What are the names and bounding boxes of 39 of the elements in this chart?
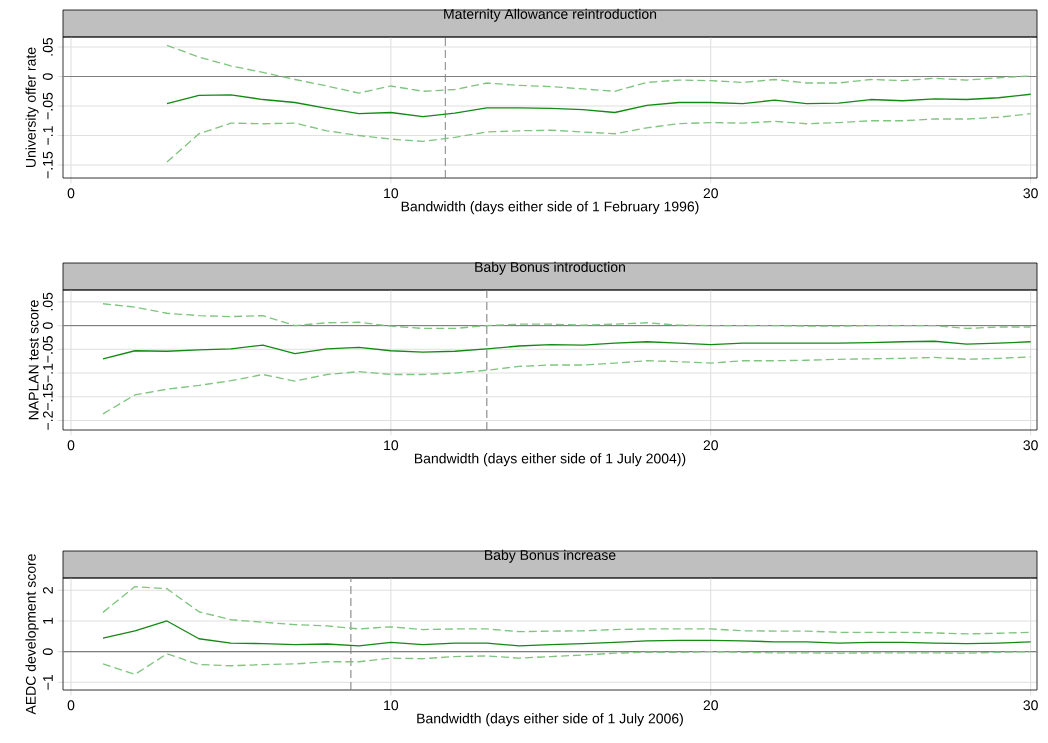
x-tick-label: 10: [384, 440, 399, 451]
chart-title: Baby Bonus increase: [485, 549, 616, 563]
y-tick-label: −.05: [42, 92, 53, 120]
y-tick-label: −.15: [42, 151, 53, 179]
y-tick-label: −.1: [43, 363, 53, 383]
y-tick-label: 0: [42, 322, 53, 329]
x-tick-label: 30: [1023, 188, 1038, 199]
x-tick-label: 30: [1023, 440, 1038, 451]
y-tick-label: .05: [42, 292, 53, 311]
x-tick-label: 10: [384, 188, 399, 199]
y-tick-label: −.1: [43, 126, 53, 145]
x-tick-label: 0: [67, 188, 75, 199]
y-tick-label: −1: [43, 675, 53, 690]
x-tick-label: 0: [67, 700, 75, 711]
line-series: [166, 93, 1032, 118]
y-tick-label: .05: [42, 37, 53, 56]
x-tick-label: 0: [67, 440, 75, 451]
x-axis-title: Bandwidth (days either side of 1 July 2004)): [414, 453, 686, 467]
x-tick-label: 20: [703, 440, 718, 451]
x-tick-label: 30: [1023, 700, 1038, 711]
line-series: [102, 620, 1032, 647]
y-axis-title: NAPLAN test score: [28, 300, 39, 420]
y-axis-title: AEDC development score: [25, 554, 39, 715]
y-tick-label: 0: [42, 73, 53, 80]
x-axis-title: Bandwidth (days either side of 1 February 1996): [401, 201, 699, 215]
y-tick-label: 2: [42, 587, 53, 594]
x-axis-title: Bandwidth (days either side of 1 July 2006): [417, 713, 683, 727]
y-tick-label: −.2: [42, 411, 53, 430]
line-series: [166, 113, 1032, 163]
chart-title: Maternity Allowance reintroduction: [444, 8, 657, 22]
x-tick-label: 20: [703, 700, 718, 711]
y-tick-label: 0: [42, 648, 53, 655]
chart-title: Baby Bonus introduction: [475, 261, 625, 275]
x-tick-label: 20: [703, 188, 718, 199]
y-axis-title: University offer rate: [25, 47, 39, 167]
y-tick-label: −.15: [42, 383, 53, 410]
x-tick-label: 10: [384, 700, 399, 711]
y-tick-label: 1: [43, 617, 53, 624]
y-tick-label: −.05: [42, 336, 53, 363]
